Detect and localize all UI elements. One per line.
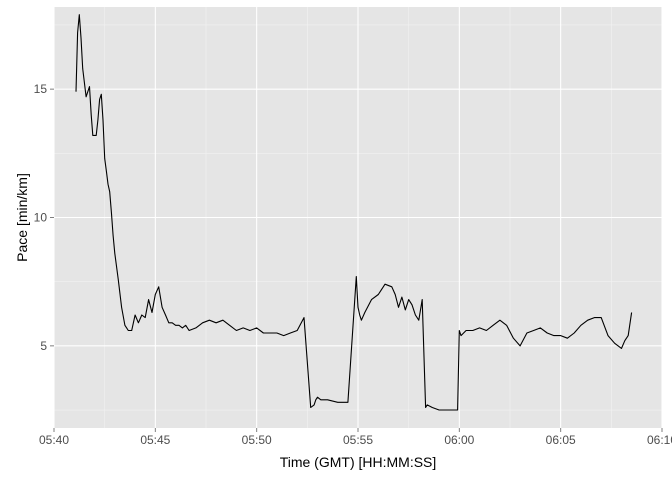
x-axis-ticks: 05:40 05:45 05:50 05:55 06:00 06:05 06:10 — [39, 428, 672, 447]
x-tick-label: 05:55 — [343, 433, 373, 447]
x-tick-label: 05:45 — [140, 433, 170, 447]
x-axis-title: Time (GMT) [HH:MM:SS] — [280, 454, 437, 470]
y-axis-ticks: 5 10 15 — [34, 82, 54, 353]
series-line — [75, 14, 633, 411]
x-tick-label: 05:40 — [39, 433, 69, 447]
x-tick-label: 06:10 — [647, 433, 672, 447]
x-tick-label: 05:50 — [242, 433, 272, 447]
y-tick-label: 15 — [34, 82, 48, 96]
y-axis-title: Pace [min/km] — [14, 173, 30, 262]
x-tick-label: 06:00 — [444, 433, 474, 447]
y-tick-label: 10 — [34, 211, 48, 225]
y-tick-label: 5 — [40, 339, 47, 353]
x-tick-label: 06:05 — [546, 433, 576, 447]
